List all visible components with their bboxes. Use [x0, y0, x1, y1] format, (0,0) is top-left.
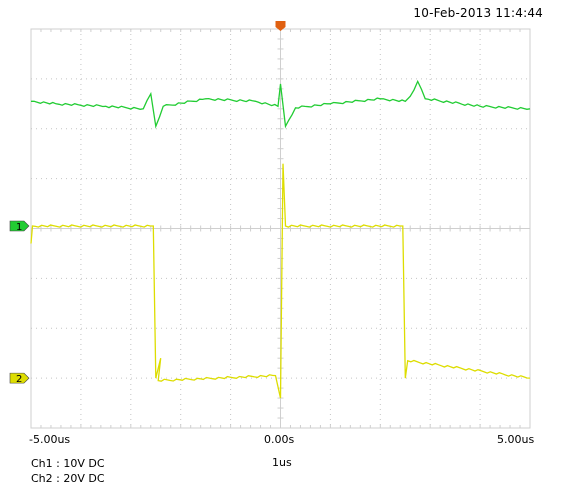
marker-shape	[9, 220, 30, 232]
ch2-info: Ch2 : 20V DC	[31, 472, 105, 485]
trigger-marker-icon[interactable]	[275, 21, 286, 31]
ch2-trace	[30, 163, 531, 399]
channel-info: Ch1 : 10V DC Ch2 : 20V DC	[31, 456, 105, 486]
traces	[30, 79, 531, 399]
marker-label: 2	[16, 374, 22, 385]
ch1-info: Ch1 : 10V DC	[31, 457, 105, 470]
ch1-trace	[31, 79, 531, 129]
time-right-label: 5.00us	[497, 433, 535, 446]
markers[interactable]: 12	[9, 21, 286, 385]
time-center-label: 0.00s	[264, 433, 295, 446]
marker-label: 1	[16, 222, 22, 233]
ch2-marker[interactable]: 2	[9, 372, 30, 385]
ch1-marker[interactable]: 1	[9, 220, 30, 233]
time-left-label: -5.00us	[29, 433, 71, 446]
marker-shape	[9, 372, 30, 384]
time-per-div: 1us	[272, 456, 292, 469]
graticule	[30, 28, 531, 429]
timestamp: 10-Feb-2013 11:4:44	[413, 6, 543, 20]
